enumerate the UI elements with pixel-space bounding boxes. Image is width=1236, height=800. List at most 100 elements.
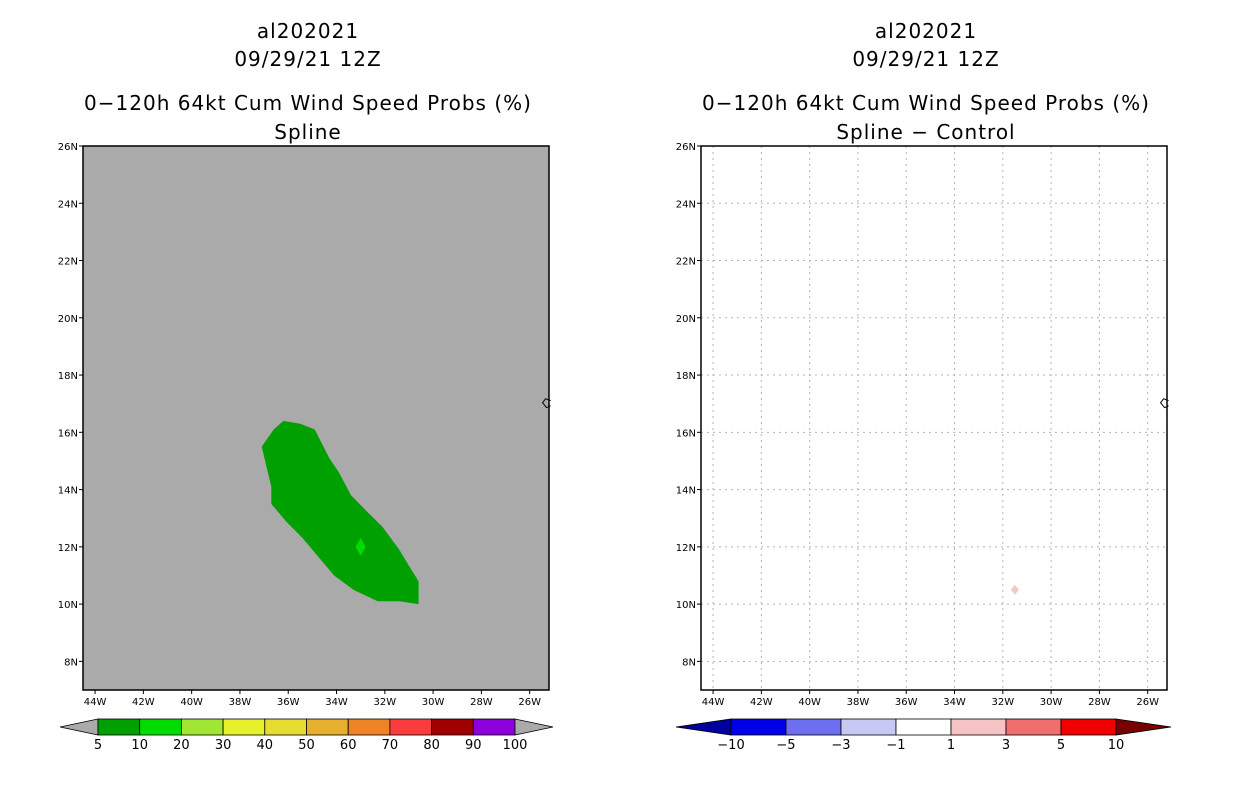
- lon-tick-label: 32W: [374, 697, 397, 708]
- lon-tick-label: 38W: [229, 697, 252, 708]
- lon-tick-label: 34W: [943, 697, 966, 708]
- lon-tick-label: 30W: [1040, 697, 1063, 708]
- lon-tick-label: 32W: [992, 697, 1015, 708]
- lat-tick-label: 24N: [58, 199, 78, 210]
- colorbar-swatch: [97, 718, 141, 736]
- lat-tick-label: 18N: [58, 371, 78, 382]
- lat-tick-label: 14N: [676, 486, 696, 497]
- lon-tick-label: 42W: [750, 697, 773, 708]
- lon-tick-label: 28W: [1088, 697, 1111, 708]
- right-datetime: 09/29/21 12Z: [852, 47, 999, 71]
- lon-tick-label: 42W: [132, 697, 155, 708]
- lat-tick-label: 8N: [64, 657, 78, 668]
- colorbar-swatch: [472, 718, 516, 736]
- left-coastline-marker: [541, 398, 551, 409]
- colorbar-right-extend: [514, 718, 554, 736]
- colorbar-swatch: [895, 718, 952, 736]
- left-datetime: 09/29/21 12Z: [234, 47, 381, 71]
- right-point-marker: [1010, 584, 1019, 595]
- colorbar-label: 100: [503, 738, 528, 753]
- lat-tick-label: 24N: [676, 199, 696, 210]
- lat-tick-label: 22N: [58, 257, 78, 268]
- lon-tick-label: 34W: [325, 697, 348, 708]
- colorbar-swatch: [1005, 718, 1062, 736]
- colorbar-swatch: [180, 718, 224, 736]
- colorbar-swatch: [264, 718, 307, 736]
- colorbar-right-extend: [1115, 718, 1172, 736]
- colorbar-swatch: [306, 718, 349, 736]
- colorbar-label: 3: [1002, 738, 1010, 753]
- lon-tick-label: 38W: [847, 697, 870, 708]
- left-map-frame: [82, 145, 550, 691]
- lon-tick-label: 44W: [702, 697, 725, 708]
- colorbar-swatch: [139, 718, 182, 736]
- right-lat-ticks: 8N 10N 12N 14N 16N 18N 20N 22N 24N 26N: [676, 142, 701, 668]
- right-map-frame: [700, 145, 1168, 691]
- colorbar-left-extend: [675, 718, 732, 736]
- colorbar-label: 10: [1108, 738, 1125, 753]
- right-storm-id: al202021: [875, 19, 977, 43]
- colorbar-label: −5: [776, 738, 795, 753]
- colorbar-label: 5: [1057, 738, 1065, 753]
- colorbar-left-extend: [59, 718, 99, 736]
- colorbar-label: 90: [465, 738, 482, 753]
- lon-tick-label: 26W: [1136, 697, 1159, 708]
- colorbar-label: 5: [94, 738, 102, 753]
- colorbar-label: −10: [717, 738, 744, 753]
- colorbar-label: 20: [173, 738, 190, 753]
- lat-tick-label: 26N: [58, 142, 78, 153]
- colorbar-swatch: [785, 718, 842, 736]
- right-coastline-marker: [1159, 398, 1169, 409]
- colorbar-label: 60: [340, 738, 357, 753]
- colorbar-label: 30: [215, 738, 232, 753]
- lat-tick-label: 12N: [58, 543, 78, 554]
- lat-tick-label: 22N: [676, 257, 696, 268]
- lat-tick-label: 16N: [58, 428, 78, 439]
- left-lat-ticks: 8N 10N 12N 14N 16N 18N 20N 22N 24N 26N: [58, 142, 83, 668]
- right-lon-ticks: 44W 42W 40W 38W 36W 34W 32W 30W 28W 26W: [702, 690, 1159, 708]
- lat-tick-label: 8N: [682, 657, 696, 668]
- left-probability-contour: [261, 420, 419, 605]
- lon-tick-label: 26W: [518, 697, 541, 708]
- colorbar-label: 70: [382, 738, 399, 753]
- colorbar-swatch: [950, 718, 1007, 736]
- colorbar-swatch: [389, 718, 432, 736]
- colorbar-label: 1: [947, 738, 955, 753]
- lat-tick-label: 20N: [58, 314, 78, 325]
- lon-tick-label: 30W: [422, 697, 445, 708]
- lat-tick-label: 18N: [676, 371, 696, 382]
- colorbar-label: −1: [886, 738, 905, 753]
- lat-tick-label: 10N: [676, 600, 696, 611]
- colorbar-label: 80: [423, 738, 440, 753]
- lon-tick-label: 44W: [84, 697, 107, 708]
- left-point-marker: [355, 537, 366, 556]
- lon-tick-label: 40W: [180, 697, 203, 708]
- left-colorbar: 5 10 20 30 40 50 60 70 80 90 100: [59, 718, 554, 753]
- colorbar-swatch: [222, 718, 266, 736]
- left-subtitle: Spline: [274, 120, 341, 144]
- right-gridlines: [701, 145, 1167, 690]
- lat-tick-label: 20N: [676, 314, 696, 325]
- colorbar-label: 40: [257, 738, 274, 753]
- colorbar-swatch: [347, 718, 391, 736]
- lon-tick-label: 36W: [895, 697, 918, 708]
- right-colorbar: −10 −5 −3 −1 1 3 5 10: [675, 718, 1172, 753]
- right-subtitle: Spline − Control: [836, 120, 1015, 144]
- lon-tick-label: 40W: [798, 697, 821, 708]
- lat-tick-label: 16N: [676, 428, 696, 439]
- lat-tick-label: 26N: [676, 142, 696, 153]
- right-map-background: [701, 146, 1167, 690]
- left-lon-ticks: 44W 42W 40W 38W 36W 34W 32W 30W 28W 26W: [84, 690, 541, 708]
- colorbar-swatch: [730, 718, 787, 736]
- colorbar-swatch: [431, 718, 474, 736]
- left-map-background: [83, 146, 549, 690]
- lat-tick-label: 10N: [58, 600, 78, 611]
- colorbar-swatch: [840, 718, 897, 736]
- lon-tick-label: 36W: [277, 697, 300, 708]
- right-title: 0−120h 64kt Cum Wind Speed Probs (%): [702, 91, 1150, 115]
- left-title: 0−120h 64kt Cum Wind Speed Probs (%): [84, 91, 532, 115]
- colorbar-label: 10: [131, 738, 148, 753]
- colorbar-swatch: [1060, 718, 1117, 736]
- lat-tick-label: 12N: [676, 543, 696, 554]
